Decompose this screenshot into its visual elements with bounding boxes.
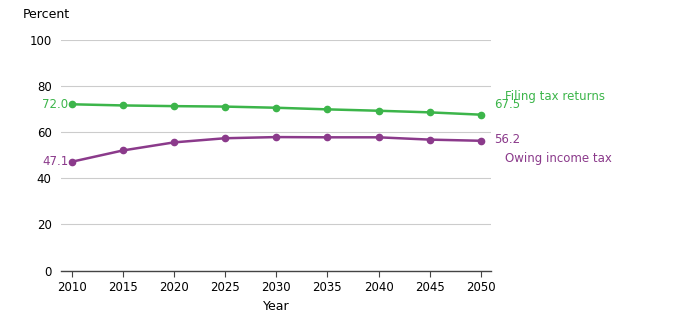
Text: 72.0: 72.0 [42,98,69,111]
Text: 47.1: 47.1 [42,155,69,168]
Text: Percent: Percent [23,8,70,21]
Text: 67.5: 67.5 [494,98,520,111]
Text: Owing income tax: Owing income tax [505,152,612,165]
X-axis label: Year: Year [263,300,290,313]
Text: Filing tax returns: Filing tax returns [505,90,605,103]
Text: 56.2: 56.2 [494,133,520,146]
